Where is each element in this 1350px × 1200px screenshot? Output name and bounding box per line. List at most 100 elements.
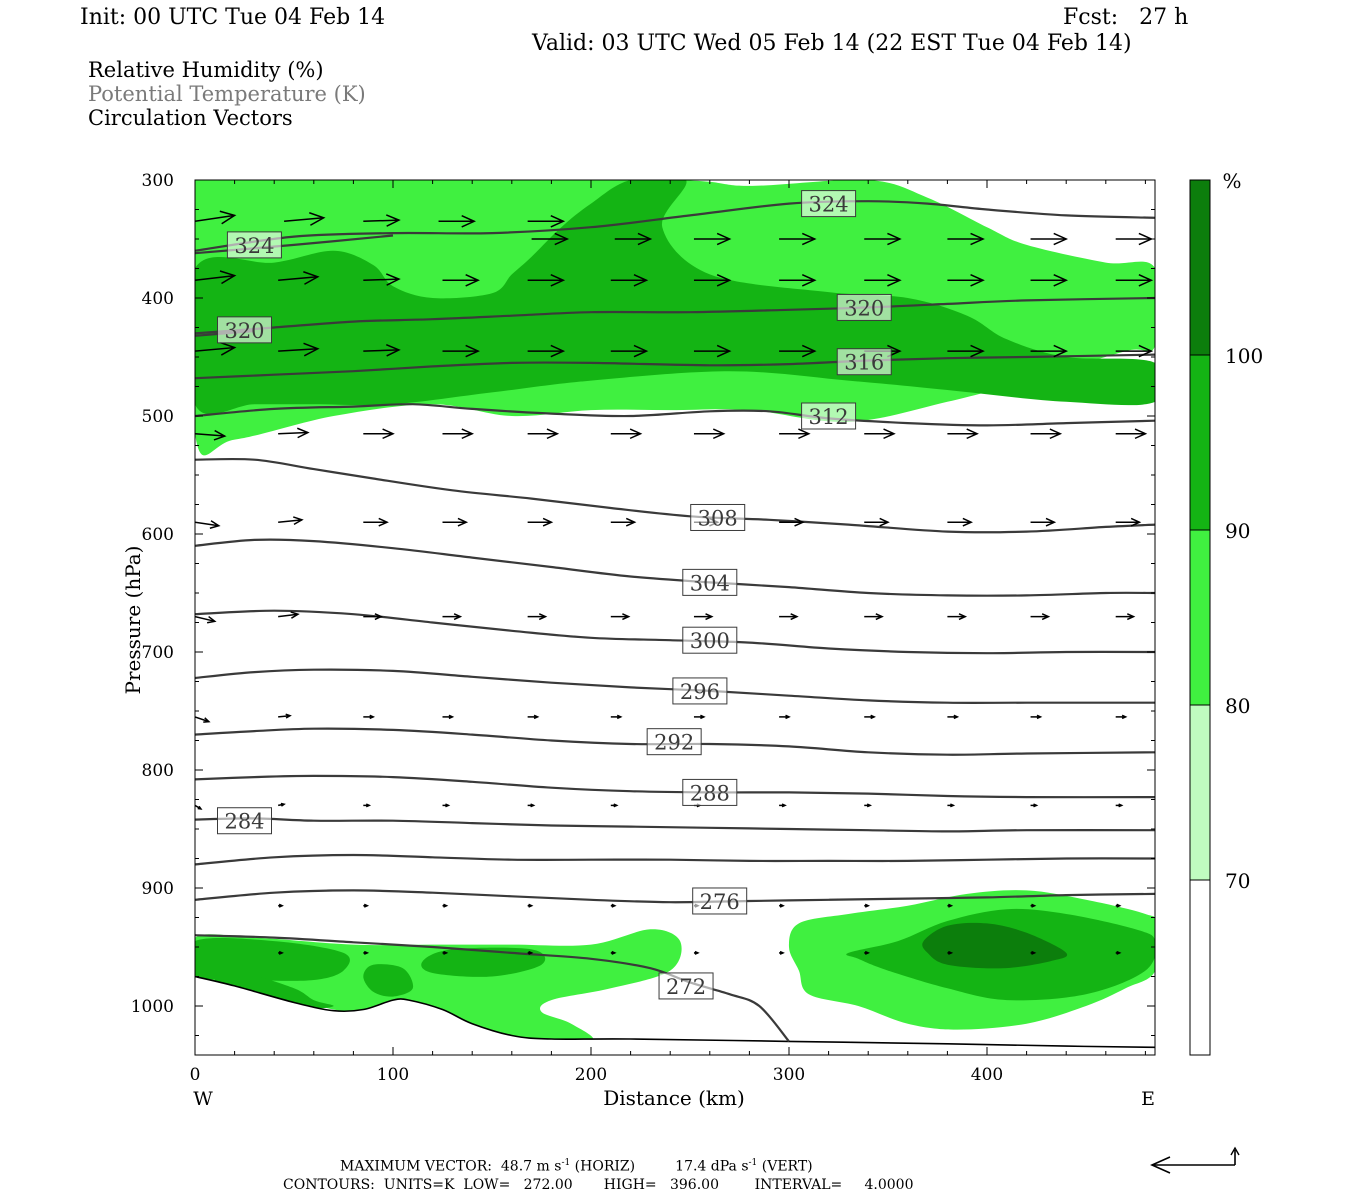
vector-arrow-10-10: [1115, 950, 1122, 955]
theta-label-320-3: 320: [217, 316, 272, 344]
x-tick-label: 0: [190, 1065, 201, 1085]
y-tick-label: 800: [142, 761, 174, 781]
vector-arrow-8-1: [278, 802, 286, 807]
vector-arrow-9-8: [947, 903, 954, 908]
vector-arrow-5-2: [363, 517, 389, 527]
y-axis-label: Pressure (hPa): [121, 546, 145, 695]
vector-arrow-9-1: [363, 903, 370, 908]
y-tick-label: 400: [142, 289, 174, 309]
theta-contour-320-2: [195, 296, 1155, 335]
vector-head: [550, 215, 566, 228]
vector-shaft: [363, 278, 399, 282]
vector-head: [461, 215, 477, 228]
theta-label-text: 312: [809, 405, 849, 429]
y-tick-label: 900: [142, 879, 174, 899]
vector-arrow-7-3: [442, 714, 455, 720]
vector-head: [280, 802, 286, 807]
vector-arrow-10-9: [1030, 950, 1037, 955]
theta-label-text: 284: [224, 810, 264, 834]
vector-arrow-1-5: [947, 232, 985, 246]
theta-label-text: 308: [698, 506, 738, 530]
vector-head: [285, 713, 292, 719]
vector-arrow-10-5: [693, 950, 700, 955]
vector-head: [1031, 903, 1037, 908]
vector-head: [870, 714, 876, 720]
theta-label-284-12: 284: [217, 807, 272, 835]
theta-label-text: 320: [224, 319, 264, 343]
theta-label-292-10: 292: [646, 728, 702, 756]
horiz-exponent: -1: [561, 1158, 571, 1168]
vector-arrow-0-2: [363, 214, 401, 227]
vector-arrow-1-4: [864, 232, 902, 246]
vector-head: [625, 517, 637, 527]
theta-label-text: 292: [654, 731, 694, 755]
vector-head: [801, 274, 817, 287]
vector-arrow-10-7: [864, 950, 871, 955]
vector-arrow-2-4: [527, 274, 566, 287]
theta-label-324-0: 324: [801, 190, 857, 218]
vector-arrow-2-6: [693, 274, 732, 287]
vector-head: [883, 428, 896, 440]
vector-layer: [195, 210, 1154, 955]
vector-head: [461, 428, 475, 440]
vert-tag: (VERT): [761, 1158, 813, 1175]
vector-head: [278, 903, 284, 908]
horiz-unit: m s: [536, 1158, 562, 1175]
rh-region-100-9: [922, 922, 1068, 969]
vector-arrow-4-1: [278, 427, 310, 439]
vector-head: [542, 517, 554, 527]
terrain-line: [195, 975, 1155, 1049]
vector-arrow-9-10: [1115, 903, 1122, 908]
vector-head: [465, 344, 480, 358]
vector-head: [554, 232, 570, 246]
theta-label-296-9: 296: [672, 677, 728, 705]
vector-head: [443, 950, 449, 955]
theta-label-box: [682, 778, 738, 806]
vector-arrow-1-6: [1030, 232, 1069, 246]
vector-head: [966, 428, 979, 440]
vector-arrow-8-4: [527, 803, 536, 808]
theta-contour-288-11: [195, 774, 1155, 799]
theta-label-312-5: 312: [801, 402, 857, 430]
theta-label-text: 296: [680, 680, 720, 704]
x-tick-label: 200: [575, 1065, 607, 1085]
vector-head: [1033, 803, 1039, 808]
vector-arrow-2-2: [363, 273, 401, 286]
vector-head: [866, 803, 873, 808]
theta-contour-300-8: [195, 609, 1155, 655]
vector-head: [533, 714, 540, 720]
vector-head: [716, 344, 732, 358]
vector-head: [616, 714, 623, 720]
vector-arrow-6-1: [278, 611, 300, 619]
vector-shaft: [195, 214, 235, 223]
vector-shaft: [195, 432, 225, 437]
theta-label-box: [658, 972, 714, 1000]
theta-label-box: [646, 728, 702, 756]
theta-label-box: [682, 568, 738, 596]
vector-arrow-2-10: [1030, 274, 1069, 287]
theta-label-box: [690, 503, 746, 531]
vector-head: [1116, 903, 1122, 908]
vector-head: [303, 271, 320, 285]
vector-arrow-10-0: [278, 950, 284, 955]
y-tick-label: 300: [142, 171, 174, 191]
vector-head: [633, 274, 649, 287]
vector-head: [206, 615, 217, 624]
theta-contour-296-9: [195, 668, 1155, 704]
rh-fill-layer: [195, 180, 1155, 1043]
max-vector-line: MAXIMUM VECTOR: 48.7 m s-1 (HORIZ) 17.4 …: [340, 1158, 813, 1175]
forecast-hour: Fcst: 27 h: [1063, 5, 1189, 30]
vector-head: [465, 274, 480, 287]
vector-arrow-7-10: [1030, 714, 1043, 720]
vector-arrow-3-1: [278, 342, 320, 357]
vert-value: 17.4: [675, 1158, 707, 1175]
vector-head: [374, 613, 383, 621]
theta-contour-304-7: [195, 538, 1155, 597]
vector-head: [611, 903, 617, 908]
vector-head: [296, 427, 310, 439]
vector-arrow-2-1: [278, 271, 320, 285]
vector-arrow-3-3: [442, 344, 480, 358]
terrain-fill: [195, 976, 1155, 1055]
colorbar-segment-2: [1190, 530, 1210, 705]
vector-shaft: [284, 217, 324, 223]
